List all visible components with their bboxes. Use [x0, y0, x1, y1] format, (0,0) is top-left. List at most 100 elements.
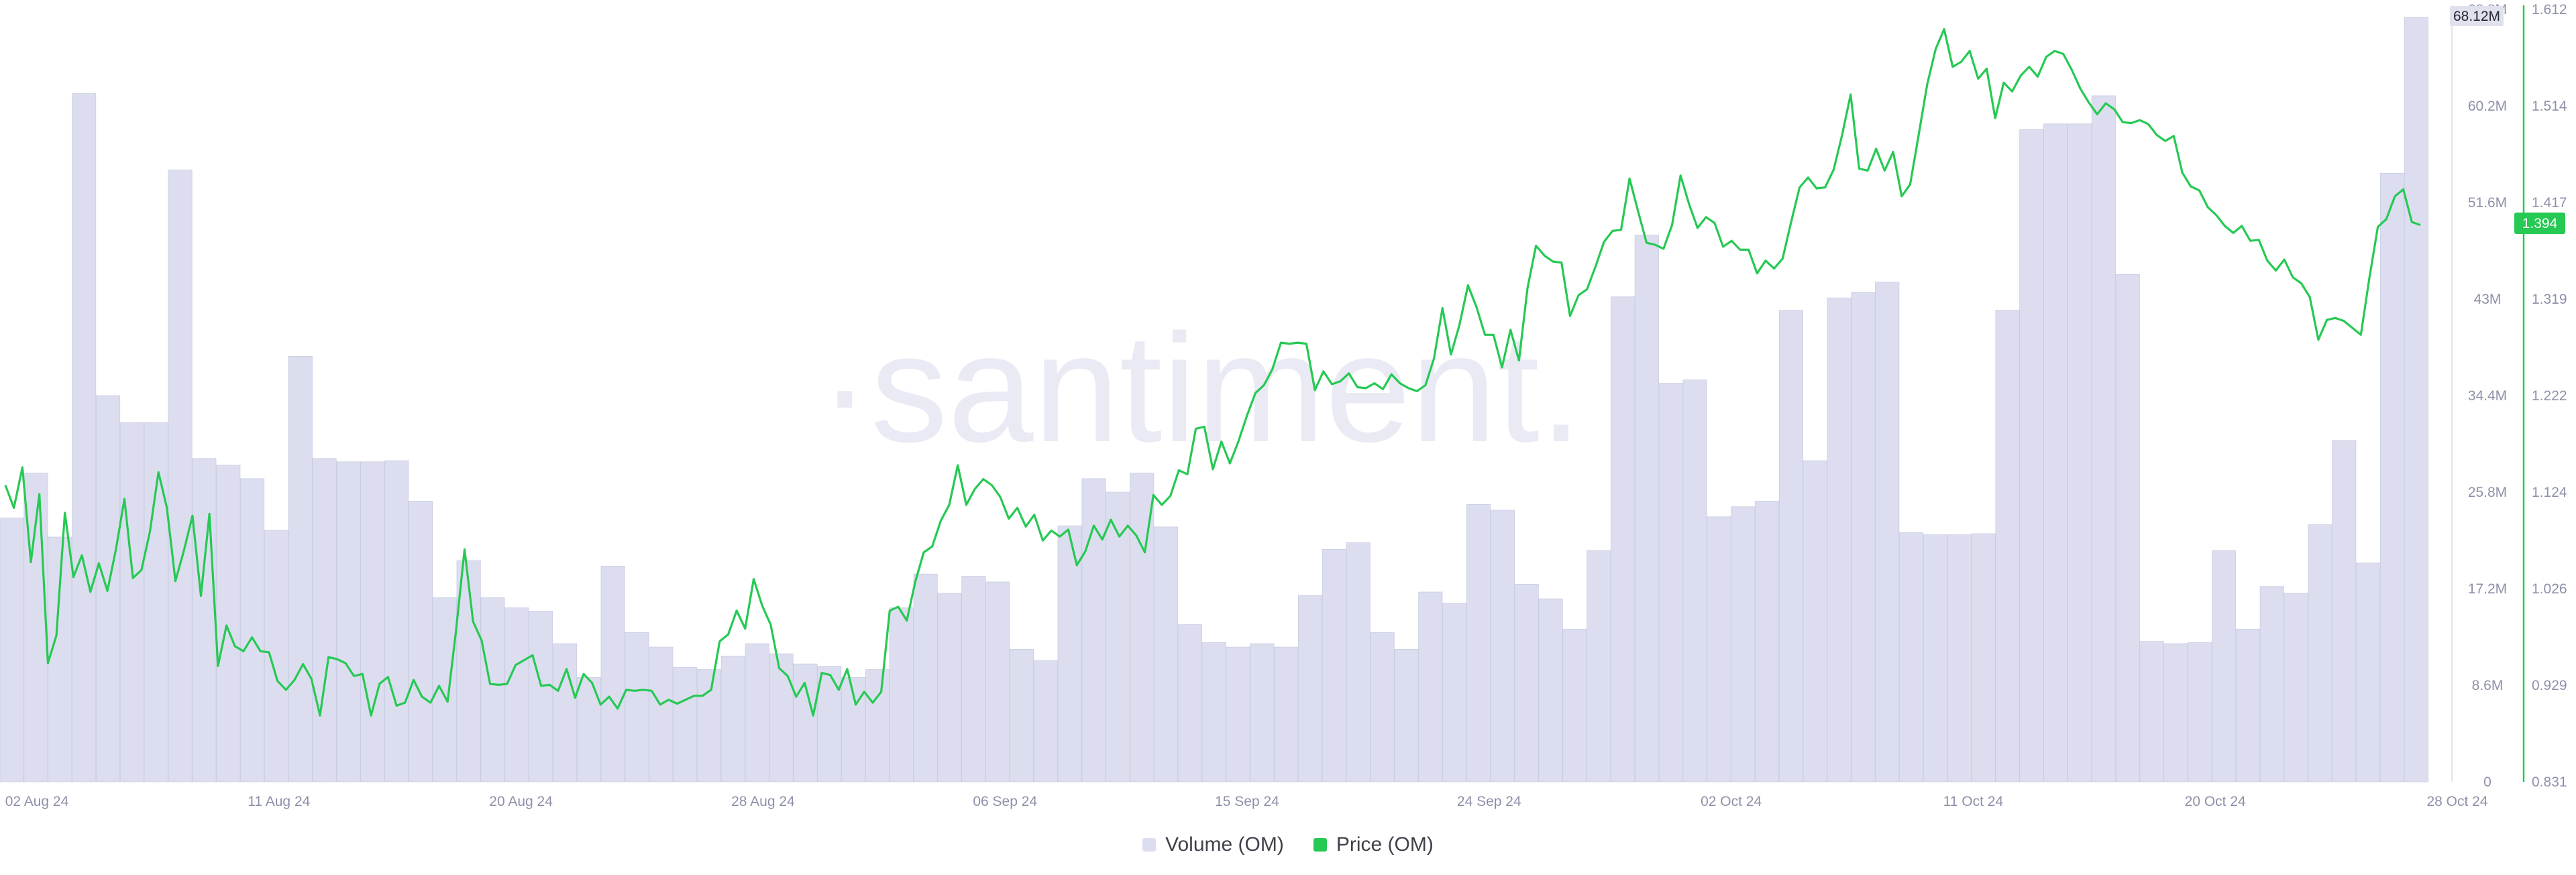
value-badges: 68.12M 1.394	[2450, 6, 2565, 234]
volume-bar	[72, 93, 97, 782]
x-tick-label: 28 Oct 24	[2426, 794, 2487, 809]
volume-bar	[144, 422, 168, 782]
volume-bar	[1971, 533, 1996, 782]
volume-bar	[2091, 95, 2116, 782]
volume-bar	[697, 669, 722, 782]
volume-bar	[2163, 643, 2188, 782]
volume-bar	[2259, 586, 2284, 782]
volume-bar	[913, 573, 938, 782]
legend-volume-label: Volume (OM)	[1165, 833, 1284, 856]
volume-bar	[1322, 549, 1347, 782]
volume-bar	[192, 458, 217, 782]
volume-tick-label: 60.2M	[2468, 99, 2507, 114]
volume-bar	[1514, 583, 1539, 782]
volume-bar	[1298, 595, 1323, 782]
volume-bar	[2139, 641, 2164, 782]
chart-legend: Volume (OM) Price (OM)	[0, 829, 2576, 861]
price-tick-label: 0.929	[2532, 678, 2567, 693]
volume-bar	[2379, 173, 2405, 782]
x-tick-label: 24 Sep 24	[1457, 794, 1521, 809]
volume-bar	[216, 465, 241, 782]
x-tick-label: 20 Oct 24	[2185, 794, 2246, 809]
volume-bar	[504, 607, 529, 782]
volume-bar	[817, 666, 842, 782]
volume-bar	[1682, 380, 1707, 782]
volume-bar	[1009, 649, 1034, 782]
volume-bar	[889, 607, 914, 782]
volume-bar	[1562, 628, 1587, 782]
volume-bar	[1827, 297, 1851, 782]
volume-bar	[408, 501, 433, 782]
volume-bar	[2356, 563, 2381, 782]
volume-bar	[119, 422, 144, 782]
price-tick-label: 1.222	[2532, 388, 2567, 404]
volume-bar	[360, 461, 385, 782]
legend-price-label: Price (OM)	[1336, 833, 1434, 856]
volume-tick-label: 8.6M	[2472, 678, 2504, 693]
volume-bar	[168, 169, 193, 782]
volume-bar	[1250, 643, 1275, 782]
volume-bar	[0, 518, 24, 782]
volume-bar	[1154, 526, 1179, 782]
volume-bar	[1923, 534, 1948, 782]
volume-bar	[384, 460, 409, 782]
volume-bar	[649, 646, 674, 782]
volume-bar	[600, 566, 625, 782]
volume-bar	[1803, 460, 1827, 782]
volume-bar	[288, 356, 313, 782]
volume-bar	[553, 643, 578, 782]
price-axis: 0.831 0.929 1.026 1.124 1.222 1.319 1.417 1.514…	[2522, 2, 2567, 790]
volume-tick-label: 43M	[2474, 292, 2502, 307]
volume-bar	[1995, 310, 2020, 782]
volume-bar	[2067, 123, 2092, 782]
volume-bar	[1587, 550, 1611, 782]
price-tick-label: 1.026	[2532, 581, 2567, 597]
volume-tick-label: 0	[2483, 774, 2491, 790]
x-tick-label: 02 Oct 24	[1701, 794, 1762, 809]
volume-bar	[1875, 282, 1900, 782]
volume-bar	[1394, 649, 1419, 782]
x-tick-label: 15 Sep 24	[1215, 794, 1279, 809]
x-axis: 02 Aug 24 11 Aug 24 20 Aug 24 28 Aug 24 06 S…	[5, 794, 2488, 809]
volume-tick-label: 34.4M	[2468, 388, 2507, 404]
legend-volume[interactable]: Volume (OM)	[1142, 833, 1284, 856]
volume-tick-label: 51.6M	[2468, 195, 2507, 211]
volume-bar	[1610, 296, 1635, 782]
volume-bar	[720, 656, 745, 782]
volume-bar	[2043, 123, 2068, 782]
x-tick-label: 02 Aug 24	[5, 794, 69, 809]
volume-bar	[1947, 534, 1972, 782]
volume-bar	[1081, 478, 1106, 782]
volume-bar	[2308, 524, 2332, 782]
volume-bar	[480, 597, 505, 782]
volume-bar	[1490, 510, 1515, 782]
volume-bar	[1707, 516, 1731, 782]
volume-bar	[1899, 532, 1924, 782]
legend-price[interactable]: Price (OM)	[1313, 833, 1434, 856]
volume-bar	[769, 653, 794, 782]
volume-bar	[1106, 491, 1130, 782]
volume-bar	[2284, 593, 2308, 782]
volume-bar	[2332, 440, 2357, 782]
volume-bar	[1851, 292, 1876, 782]
volume-bar	[529, 611, 553, 782]
volume-bar	[2211, 550, 2237, 782]
volume-bar	[2235, 628, 2261, 782]
price-tick-label: 1.514	[2532, 99, 2567, 114]
price-series-line	[4, 27, 2421, 717]
price-tick-label: 1.319	[2532, 292, 2567, 307]
volume-bar	[1538, 598, 1563, 782]
price-swatch	[1313, 838, 1327, 852]
volume-bar	[865, 669, 890, 782]
price-tick-label: 1.124	[2532, 485, 2567, 500]
volume-bar	[1418, 591, 1443, 782]
volume-tick-label: 25.8M	[2468, 485, 2507, 500]
volume-bar	[1033, 660, 1058, 782]
volume-bar	[1634, 235, 1659, 782]
volume-bar	[1778, 310, 1804, 782]
volume-bar	[745, 643, 769, 782]
volume-bar	[1177, 624, 1202, 782]
volume-badge-bg	[2450, 6, 2504, 26]
x-tick-label: 11 Aug 24	[248, 794, 310, 809]
